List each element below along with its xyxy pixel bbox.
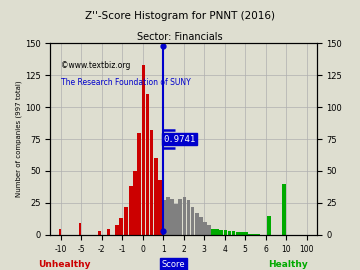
Bar	[240, 232, 244, 235]
Y-axis label: Number of companies (997 total): Number of companies (997 total)	[15, 81, 22, 197]
Text: Z''-Score Histogram for PNNT (2016): Z''-Score Histogram for PNNT (2016)	[85, 11, 275, 21]
Bar	[146, 94, 149, 235]
Bar	[267, 216, 271, 235]
Text: ©www.textbiz.org: ©www.textbiz.org	[61, 61, 130, 70]
Bar	[248, 234, 252, 235]
Bar	[211, 228, 215, 235]
Bar	[195, 213, 199, 235]
Bar	[124, 207, 128, 235]
Text: Healthy: Healthy	[268, 260, 308, 269]
Bar	[166, 197, 170, 235]
Bar	[115, 225, 119, 235]
Text: Score: Score	[162, 260, 185, 269]
Bar	[256, 234, 260, 235]
Bar	[215, 228, 219, 235]
Bar	[232, 231, 235, 235]
Text: 0.9741: 0.9741	[163, 134, 196, 144]
Bar	[179, 199, 182, 235]
Bar	[79, 223, 81, 235]
Text: Unhealthy: Unhealthy	[39, 260, 91, 269]
Bar	[244, 232, 248, 235]
Bar	[191, 207, 194, 235]
Bar	[158, 180, 162, 235]
Bar	[98, 231, 101, 235]
Bar	[107, 228, 111, 235]
Bar	[252, 234, 256, 235]
Bar	[183, 197, 186, 235]
Bar	[170, 199, 174, 235]
Bar	[162, 200, 166, 235]
Bar	[119, 218, 123, 235]
Bar	[59, 228, 60, 235]
Bar	[154, 158, 158, 235]
Bar	[150, 130, 153, 235]
Bar	[220, 230, 223, 235]
Bar	[199, 217, 203, 235]
Text: Sector: Financials: Sector: Financials	[137, 32, 223, 42]
Bar	[141, 65, 145, 235]
Bar	[228, 231, 231, 235]
Bar	[203, 222, 207, 235]
Bar	[129, 186, 133, 235]
Bar	[134, 171, 137, 235]
Bar	[236, 232, 239, 235]
Bar	[283, 184, 286, 235]
Bar	[224, 230, 227, 235]
Bar	[207, 225, 211, 235]
Bar	[187, 200, 190, 235]
Text: The Research Foundation of SUNY: The Research Foundation of SUNY	[61, 78, 191, 87]
Bar	[138, 133, 141, 235]
Bar	[174, 204, 178, 235]
